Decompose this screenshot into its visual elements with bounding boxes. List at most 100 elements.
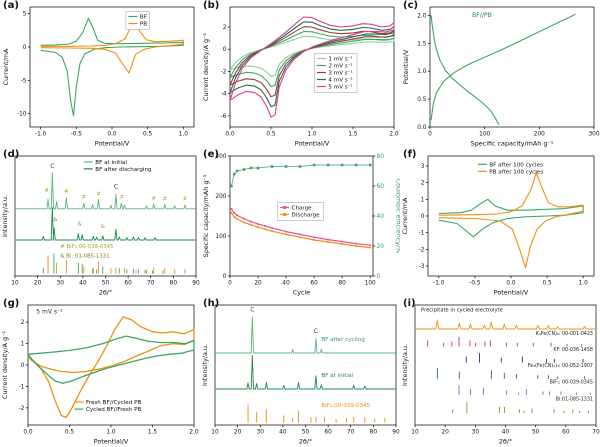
- svg-text:4 mV s⁻¹: 4 mV s⁻¹: [328, 77, 353, 84]
- svg-text:1.5: 1.5: [348, 132, 358, 138]
- svg-text:40: 40: [79, 281, 87, 287]
- svg-text:5 mV s⁻¹: 5 mV s⁻¹: [36, 309, 63, 316]
- svg-text:300: 300: [588, 132, 599, 138]
- svg-text:-1: -1: [419, 231, 425, 237]
- panel-b: (b) 0.0 0.5 1.0 1.5 2.0 -6 -4 -2 0 2 Potential/V Cu…: [200, 0, 400, 149]
- svg-text:Discharge: Discharge: [292, 213, 321, 219]
- svg-text:2: 2: [21, 320, 25, 326]
- svg-text:#: #: [64, 189, 68, 195]
- svg-text:3: 3: [421, 164, 425, 170]
- panel-label-h: (h): [203, 298, 220, 309]
- svg-text:90: 90: [192, 281, 200, 287]
- svg-text:-0.5: -0.5: [469, 281, 481, 287]
- svg-text:70: 70: [347, 430, 355, 436]
- svg-text:&: &: [54, 217, 58, 223]
- svg-text:60: 60: [562, 430, 570, 436]
- svg-text:Intensity/a.u.: Intensity/a.u.: [1, 195, 9, 237]
- svg-text:BF after 100 cycles: BF after 100 cycles: [489, 162, 543, 168]
- svg-text:30: 30: [57, 281, 65, 287]
- svg-text:Intensity/a.u.: Intensity/a.u.: [401, 344, 409, 386]
- svg-text:-2: -2: [221, 69, 227, 75]
- panel-label-f: (f): [403, 149, 417, 160]
- svg-text:80: 80: [370, 430, 378, 436]
- svg-text:0.5: 0.5: [65, 430, 75, 436]
- svg-text:#: #: [82, 195, 86, 201]
- svg-text:80: 80: [377, 154, 385, 160]
- svg-text:20: 20: [34, 281, 42, 287]
- svg-text:0: 0: [377, 274, 381, 280]
- svg-text:0.5: 0.5: [417, 97, 427, 103]
- svg-text:10: 10: [211, 430, 219, 436]
- svg-text:20: 20: [254, 281, 262, 287]
- svg-text:KF: 00-036-1458: KF: 00-036-1458: [553, 347, 593, 353]
- svg-text:Current/mA: Current/mA: [2, 48, 10, 85]
- chart-canvas-a: -1.0 -0.5 0.0 0.5 1.0 -10 -5 0 5 Potential/V Curre…: [2, 6, 195, 148]
- svg-text:20: 20: [234, 430, 242, 436]
- svg-text:1.0: 1.0: [417, 69, 427, 75]
- svg-text:2.0: 2.0: [389, 132, 399, 138]
- svg-text:0.0: 0.0: [506, 281, 516, 287]
- svg-text:100: 100: [365, 281, 376, 287]
- svg-text:-2: -2: [19, 406, 25, 412]
- svg-text:Bi:01-085-1331: Bi:01-085-1331: [556, 396, 593, 402]
- svg-text:2 mV s⁻¹: 2 mV s⁻¹: [328, 63, 353, 70]
- svg-text:2θ/°: 2θ/°: [99, 289, 112, 297]
- svg-text:50: 50: [532, 430, 540, 436]
- svg-text:BF: BF: [140, 15, 147, 21]
- svg-text:10: 10: [11, 281, 19, 287]
- svg-text:0.0: 0.0: [225, 132, 235, 138]
- svg-text:-1.0: -1.0: [433, 281, 445, 287]
- svg-text:0.5: 0.5: [266, 132, 276, 138]
- svg-text:90: 90: [392, 430, 400, 436]
- svg-text:1.0: 1.0: [579, 281, 589, 287]
- svg-text:300: 300: [215, 154, 226, 160]
- svg-text:Precipitate in cycled electrol: Precipitate in cycled electrolyte: [421, 308, 503, 314]
- svg-text:200: 200: [215, 194, 226, 200]
- svg-text:2.0: 2.0: [189, 430, 199, 436]
- svg-text:0: 0: [421, 214, 425, 220]
- svg-text:2θ/°: 2θ/°: [499, 438, 512, 446]
- svg-text:BiF₃:00-039-0345: BiF₃:00-039-0345: [321, 403, 370, 409]
- svg-text:60: 60: [310, 281, 318, 287]
- svg-text:10: 10: [411, 430, 419, 436]
- svg-text:70: 70: [147, 281, 155, 287]
- svg-text:40: 40: [279, 430, 287, 436]
- svg-text:Potential/V: Potential/V: [402, 49, 410, 84]
- svg-text:0: 0: [23, 45, 27, 51]
- svg-text:30: 30: [257, 430, 265, 436]
- panel-e: (e) 0 20 40 60 80 100 0 100 200 300 0 20 40 60 80 Cycle…: [200, 149, 400, 298]
- panel-label-a: (a): [3, 0, 19, 11]
- svg-text:20: 20: [377, 244, 385, 250]
- svg-text:Potential/V: Potential/V: [295, 140, 330, 148]
- svg-text:0: 0: [223, 47, 227, 53]
- svg-text:80: 80: [338, 281, 346, 287]
- svg-text:1.5: 1.5: [148, 430, 158, 436]
- svg-text:#: #: [120, 195, 124, 201]
- svg-text:#: #: [152, 196, 156, 202]
- svg-text:0.0: 0.0: [417, 125, 427, 131]
- svg-text:2.0: 2.0: [417, 13, 427, 19]
- svg-text:0.0: 0.0: [23, 430, 33, 436]
- svg-text:Coulombic efficiency/%: Coulombic efficiency/%: [395, 179, 401, 254]
- panel-label-c: (c): [403, 0, 419, 11]
- panel-f: (f) -1.0 -0.5 0.0 0.5 1.0 -3 -2 -1 0 1 2 3 Potential…: [400, 149, 600, 298]
- panel-h: (h) 10 20 30 40 50 60 70 80 90 2θ/° Intensity/a.u.…: [200, 298, 400, 447]
- svg-text:BF after cycling: BF after cycling: [321, 337, 365, 343]
- panel-d: (d) 10 20 30 40 50 60 70 80 90 2θ/° Intensity/a.u.…: [0, 149, 200, 298]
- svg-text:PB after 100 cycles: PB after 100 cycles: [489, 169, 543, 175]
- svg-text:Fe₄(Fe(CN)₆)₃: 00-052-1907: Fe₄(Fe(CN)₆)₃: 00-052-1907: [528, 363, 593, 369]
- svg-text:Cycled BF//Fresh PB: Cycled BF//Fresh PB: [86, 407, 141, 413]
- chart-canvas-d: 10 20 30 40 50 60 70 80 90 2θ/° Intensity/a.u. BF a…: [1, 155, 200, 297]
- svg-text:60: 60: [377, 184, 385, 190]
- svg-text:Potential/V: Potential/V: [95, 140, 130, 148]
- svg-text:K₃Fe(CN)₆: 00-001-0423: K₃Fe(CN)₆: 00-001-0423: [536, 331, 593, 337]
- chart-canvas-b: 0.0 0.5 1.0 1.5 2.0 -6 -4 -2 0 2 Potential/V Curren…: [202, 6, 399, 148]
- svg-text:2: 2: [223, 25, 227, 31]
- panel-i: (i) 10 20 30 40 50 60 70 2θ/° Intensity/a.u. Prec…: [400, 298, 600, 447]
- svg-text:100: 100: [479, 132, 490, 138]
- svg-text:2: 2: [421, 181, 425, 187]
- svg-text:BF after discharging: BF after discharging: [95, 167, 152, 173]
- svg-text:& Bi: 01-085-1331: & Bi: 01-085-1331: [60, 253, 109, 259]
- panel-label-g: (g): [3, 298, 20, 309]
- svg-text:Potential/V: Potential/V: [94, 438, 129, 446]
